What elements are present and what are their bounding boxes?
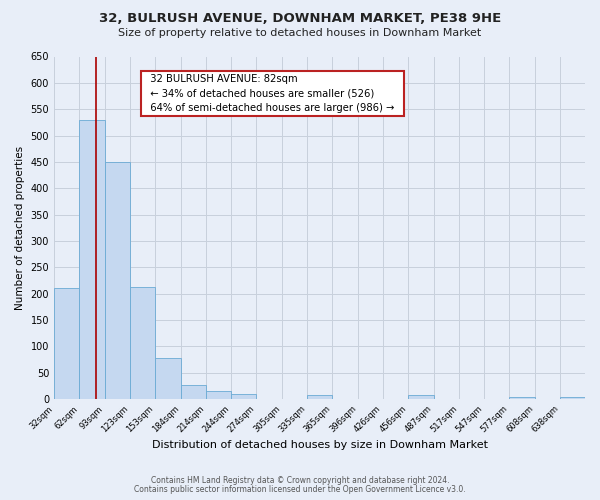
Bar <box>206 392 231 399</box>
Text: 32 BULRUSH AVENUE: 82sqm
  ← 34% of detached houses are smaller (526)
  64% of s: 32 BULRUSH AVENUE: 82sqm ← 34% of detach… <box>144 74 401 114</box>
Text: Contains public sector information licensed under the Open Government Licence v3: Contains public sector information licen… <box>134 484 466 494</box>
Y-axis label: Number of detached properties: Number of detached properties <box>15 146 25 310</box>
Bar <box>130 287 155 399</box>
Bar <box>307 395 332 399</box>
Bar <box>79 120 105 399</box>
Bar <box>231 394 256 399</box>
Bar <box>54 288 79 399</box>
Text: Size of property relative to detached houses in Downham Market: Size of property relative to detached ho… <box>118 28 482 38</box>
Bar <box>105 162 130 399</box>
Bar <box>181 385 206 399</box>
X-axis label: Distribution of detached houses by size in Downham Market: Distribution of detached houses by size … <box>152 440 488 450</box>
Text: 32, BULRUSH AVENUE, DOWNHAM MARKET, PE38 9HE: 32, BULRUSH AVENUE, DOWNHAM MARKET, PE38… <box>99 12 501 26</box>
Bar <box>155 358 181 399</box>
Bar <box>408 395 434 399</box>
Bar <box>560 396 585 399</box>
Text: Contains HM Land Registry data © Crown copyright and database right 2024.: Contains HM Land Registry data © Crown c… <box>151 476 449 485</box>
Bar <box>509 396 535 399</box>
